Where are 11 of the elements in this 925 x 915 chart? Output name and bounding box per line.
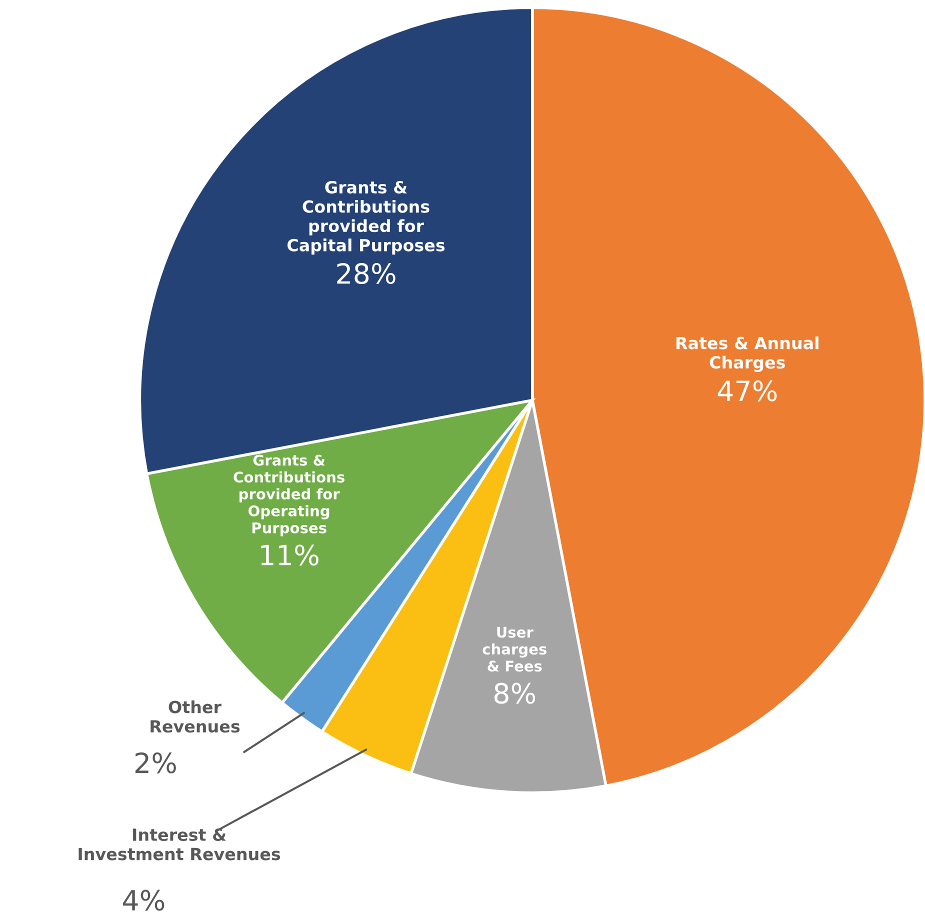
slice-label: Grants & Contributions provided for Operating Purposes	[234, 454, 344, 536]
slice-label: User charges & Fees	[482, 626, 546, 672]
slice-label: Rates & Annual Charges	[676, 336, 818, 372]
data-label: 8%	[494, 682, 536, 704]
data-label: 2%	[135, 752, 176, 774]
data-label: 4%	[123, 890, 164, 911]
data-label: 47%	[718, 380, 777, 402]
slice-label: Grants & Contributions provided for Capital Purposes	[287, 180, 445, 255]
slice-label: Other Revenues	[150, 700, 240, 733]
data-label: 28%	[337, 263, 396, 284]
data-label: 11%	[261, 544, 318, 566]
